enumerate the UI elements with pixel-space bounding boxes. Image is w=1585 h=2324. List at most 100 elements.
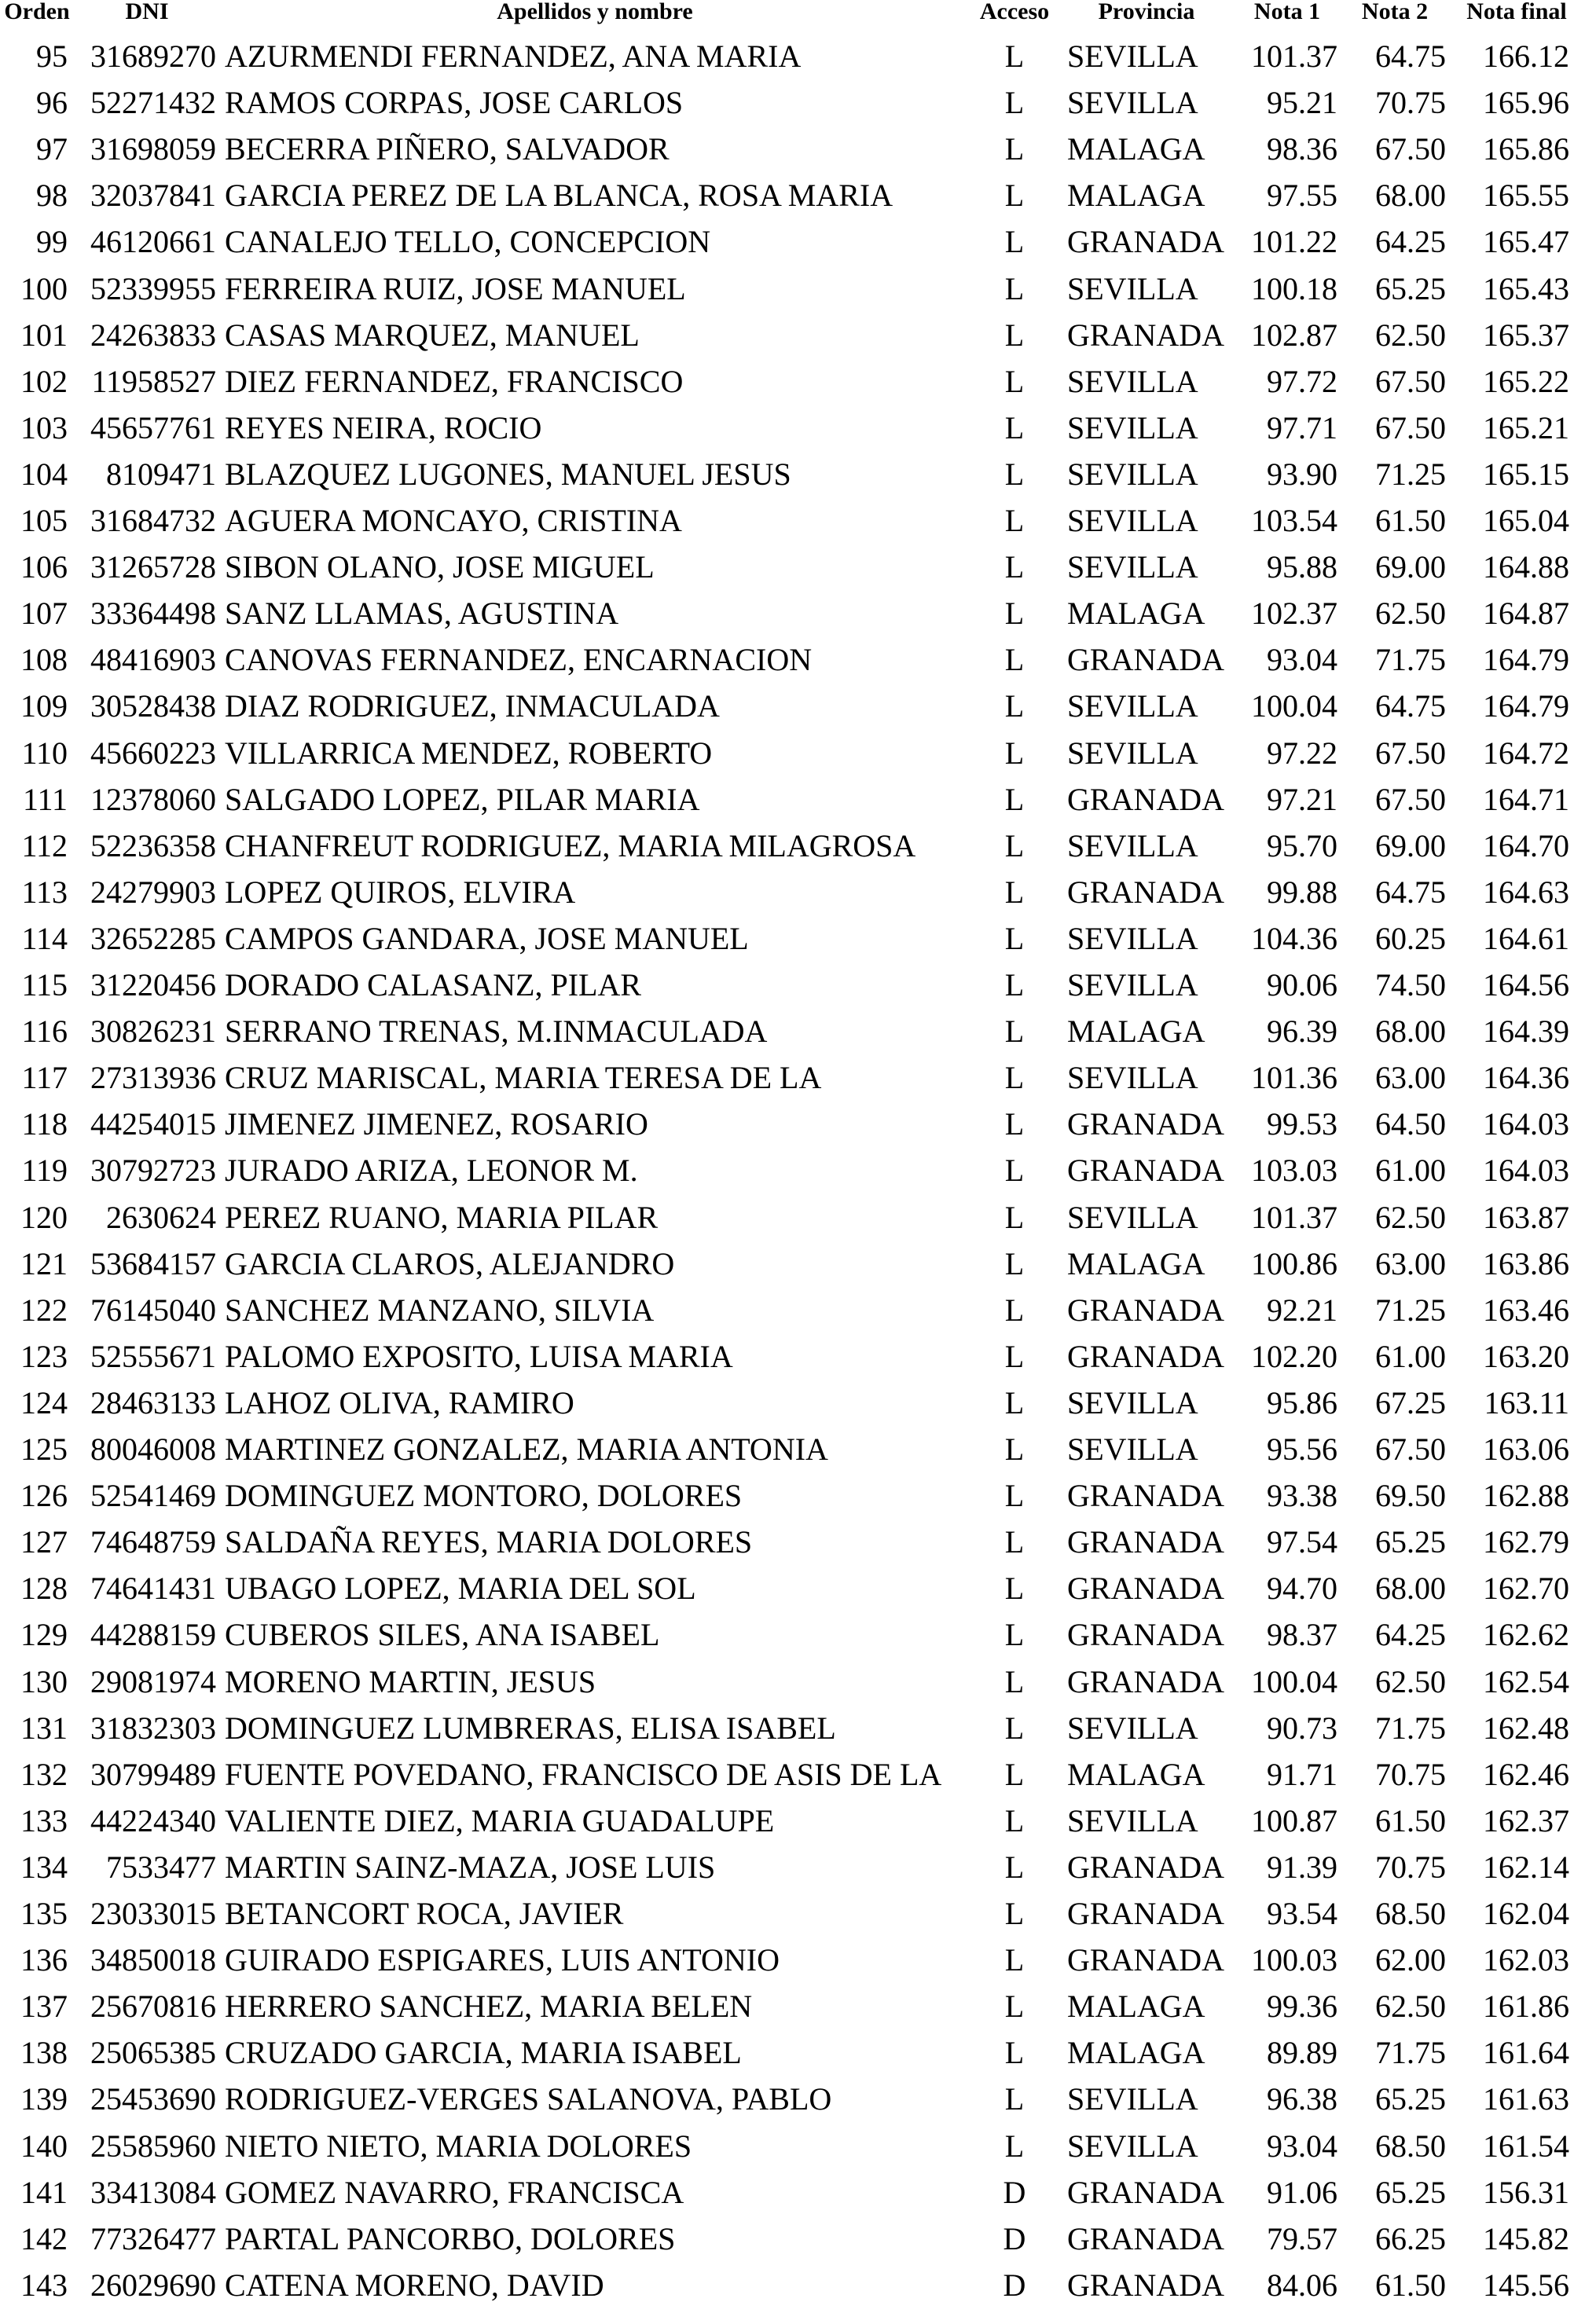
table-row: 128 74641431 UBAGO LOPEZ, MARIA DEL SOL L GR… xyxy=(0,1565,1585,1611)
nota-final-cell: 162.14 xyxy=(1483,1849,1569,1885)
orden-cell: 111 xyxy=(22,781,68,817)
dni-cell: 8109471 xyxy=(106,456,216,492)
nota-final-cell: 165.47 xyxy=(1483,224,1569,260)
table-row: 119 30792723 JURADO ARIZA, LEONOR M. L GRANA… xyxy=(0,1147,1585,1193)
nota2-cell: 71.25 xyxy=(1375,1292,1446,1328)
table-row: 137 25670816 HERRERO SANCHEZ, MARIA BELEN L… xyxy=(0,1983,1585,2029)
dni-cell: 23033015 xyxy=(90,1896,216,1931)
nombre-cell: PARTAL PANCORBO, DOLORES xyxy=(225,2220,676,2256)
acceso-cell: L xyxy=(1004,920,1025,956)
nombre-cell: VALIENTE DIEZ, MARIA GUADALUPE xyxy=(225,1802,775,1838)
nota-final-cell: 162.37 xyxy=(1483,1802,1569,1838)
table-row: 106 31265728 SIBON OLANO, JOSE MIGUEL L SEVI… xyxy=(0,544,1585,590)
dni-cell: 31220456 xyxy=(90,967,216,1003)
nota-final-cell: 162.79 xyxy=(1483,1524,1569,1560)
orden-cell: 104 xyxy=(20,456,68,492)
table-row: 108 48416903 CANOVAS FERNANDEZ, ENCARNACIO… xyxy=(0,636,1585,683)
provincia-cell: SEVILLA xyxy=(1067,1431,1198,1467)
nombre-cell: SALDAÑA REYES, MARIA DOLORES xyxy=(225,1524,753,1560)
provincia-cell: SEVILLA xyxy=(1067,1802,1198,1838)
orden-cell: 128 xyxy=(20,1571,68,1607)
nota-final-cell: 164.56 xyxy=(1483,967,1569,1003)
nota-final-cell: 145.56 xyxy=(1483,2267,1569,2303)
nota1-cell: 93.90 xyxy=(1267,456,1337,492)
table-row: 138 25065385 CRUZADO GARCIA, MARIA ISABEL L… xyxy=(0,2029,1585,2076)
nota-final-cell: 163.11 xyxy=(1484,1384,1569,1420)
orden-cell: 105 xyxy=(20,503,68,538)
table-row: 133 44224340 VALIENTE DIEZ, MARIA GUADALUP… xyxy=(0,1798,1585,1844)
header-nota2: Nota 2 xyxy=(1361,0,1429,24)
nota-final-cell: 164.88 xyxy=(1483,549,1569,585)
nota2-cell: 68.00 xyxy=(1375,1571,1446,1607)
nota2-cell: 69.50 xyxy=(1375,1478,1446,1514)
nota-final-cell: 163.20 xyxy=(1483,1338,1569,1374)
nota-final-cell: 165.21 xyxy=(1483,409,1569,445)
dni-cell: 74641431 xyxy=(90,1571,216,1607)
nota2-cell: 71.75 xyxy=(1375,1710,1446,1746)
nombre-cell: VILLARRICA MENDEZ, ROBERTO xyxy=(225,735,713,771)
dni-cell: 30826231 xyxy=(90,1014,216,1050)
table-row: 101 24263833 CASAS MARQUEZ, MANUEL L GRANADA… xyxy=(0,312,1585,358)
nota-final-cell: 164.39 xyxy=(1483,1014,1569,1050)
nota1-cell: 101.22 xyxy=(1251,224,1337,260)
dni-cell: 31689270 xyxy=(90,38,216,74)
nota1-cell: 103.03 xyxy=(1251,1153,1337,1189)
dni-cell: 52541469 xyxy=(90,1478,216,1514)
provincia-cell: GRANADA xyxy=(1067,1153,1224,1189)
dni-cell: 30792723 xyxy=(90,1153,216,1189)
nota1-cell: 97.72 xyxy=(1267,363,1337,399)
acceso-cell: L xyxy=(1004,178,1025,214)
nota2-cell: 68.50 xyxy=(1375,2128,1446,2164)
orden-cell: 130 xyxy=(20,1663,68,1699)
dni-cell: 29081974 xyxy=(90,1663,216,1699)
acceso-cell: L xyxy=(1004,781,1025,817)
header-nota-final: Nota final xyxy=(1466,0,1567,24)
nota2-cell: 63.00 xyxy=(1375,1060,1446,1096)
acceso-cell: L xyxy=(1004,131,1025,167)
nota2-cell: 64.75 xyxy=(1375,38,1446,74)
orden-cell: 101 xyxy=(20,317,68,353)
nota-final-cell: 162.62 xyxy=(1483,1617,1569,1653)
orden-cell: 97 xyxy=(36,131,68,167)
dni-cell: 25670816 xyxy=(90,1989,216,2025)
orden-cell: 99 xyxy=(36,224,68,260)
nota1-cell: 91.39 xyxy=(1267,1849,1337,1885)
nota1-cell: 93.54 xyxy=(1267,1896,1337,1931)
nota2-cell: 62.50 xyxy=(1375,1989,1446,2025)
orden-cell: 138 xyxy=(20,2035,68,2071)
nota-final-cell: 162.88 xyxy=(1483,1478,1569,1514)
nota1-cell: 96.39 xyxy=(1267,1014,1337,1050)
nombre-cell: AGUERA MONCAYO, CRISTINA xyxy=(225,503,682,538)
nombre-cell: CRUZ MARISCAL, MARIA TERESA DE LA xyxy=(225,1060,822,1096)
acceso-cell: L xyxy=(1004,1663,1025,1699)
provincia-cell: GRANADA xyxy=(1067,642,1224,678)
header-nombre: Apellidos y nombre xyxy=(497,0,693,24)
nota-final-cell: 166.12 xyxy=(1483,38,1569,74)
nota2-cell: 61.00 xyxy=(1375,1338,1446,1374)
nombre-cell: GARCIA PEREZ DE LA BLANCA, ROSA MARIA xyxy=(225,178,893,214)
nota-final-cell: 165.86 xyxy=(1483,131,1569,167)
nombre-cell: MORENO MARTIN, JESUS xyxy=(225,1663,596,1699)
nota2-cell: 69.00 xyxy=(1375,827,1446,863)
dni-cell: 44224340 xyxy=(90,1802,216,1838)
nota1-cell: 100.86 xyxy=(1251,1245,1337,1281)
nombre-cell: DORADO CALASANZ, PILAR xyxy=(225,967,642,1003)
table-row: 132 30799489 FUENTE POVEDANO, FRANCISCO DE… xyxy=(0,1751,1585,1798)
table-row: 97 31698059 BECERRA PIÑERO, SALVADOR L MALAG… xyxy=(0,126,1585,172)
nota1-cell: 95.56 xyxy=(1267,1431,1337,1467)
table-row: 99 46120661 CANALEJO TELLO, CONCEPCION L GRA… xyxy=(0,218,1585,265)
orden-cell: 114 xyxy=(21,920,68,956)
orden-cell: 119 xyxy=(21,1153,68,1189)
nota2-cell: 62.50 xyxy=(1375,596,1446,632)
nombre-cell: CATENA MORENO, DAVID xyxy=(225,2267,604,2303)
orden-cell: 106 xyxy=(20,549,68,585)
nombre-cell: FERREIRA RUIZ, JOSE MANUEL xyxy=(225,270,686,306)
dni-cell: 74648759 xyxy=(90,1524,216,1560)
acceso-cell: L xyxy=(1004,1199,1025,1235)
nombre-cell: SALGADO LOPEZ, PILAR MARIA xyxy=(225,781,700,817)
table-row: 100 52339955 FERREIRA RUIZ, JOSE MANUEL L SE… xyxy=(0,266,1585,312)
provincia-cell: GRANADA xyxy=(1067,1663,1224,1699)
orden-cell: 136 xyxy=(20,1942,68,1978)
nota-final-cell: 164.79 xyxy=(1483,642,1569,678)
nota1-cell: 92.21 xyxy=(1267,1292,1337,1328)
